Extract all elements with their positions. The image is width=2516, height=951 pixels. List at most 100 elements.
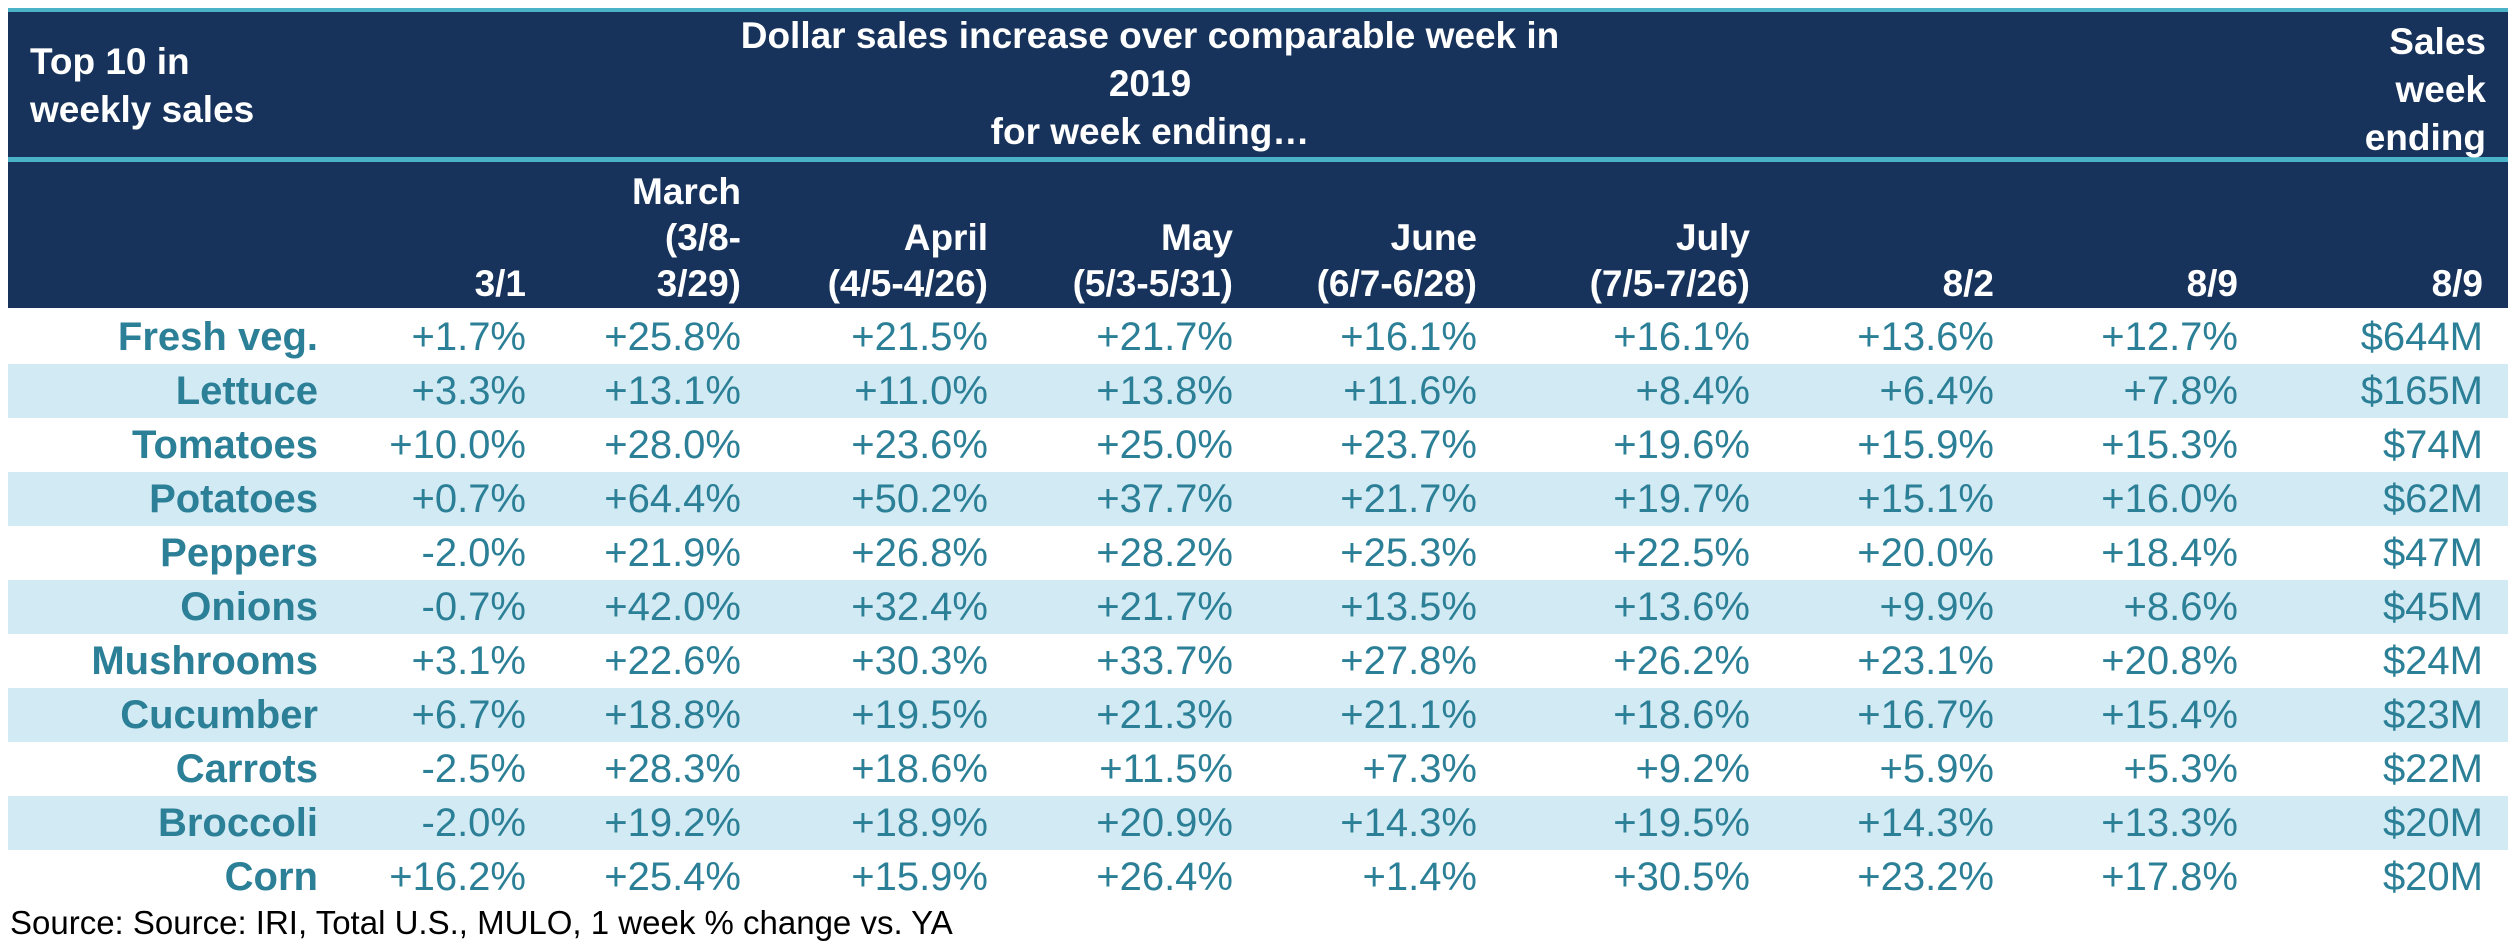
banner-title: Dollar sales increase over comparable we… (700, 12, 1600, 156)
percent-change-cell: +16.2% (389, 855, 526, 899)
table-row: Tomatoes +10.0% +28.0% +23.6% +25.0% +23.7% +1… (8, 418, 2508, 472)
header-band-top (8, 12, 2508, 157)
column-header-line: 3/29) (656, 263, 741, 304)
banner-title-line: Dollar sales increase over comparable we… (740, 15, 1560, 104)
row-label: Carrots (175, 747, 318, 791)
banner-title-line: for week ending… (990, 111, 1310, 152)
sales-value-cell: $165M (2360, 369, 2483, 413)
sales-value-cell: $22M (2382, 747, 2483, 791)
column-header-line: June (1390, 217, 1477, 258)
percent-change-cell: +13.1% (604, 369, 741, 413)
percent-change-cell: +16.1% (1613, 315, 1750, 359)
percent-change-cell: +13.5% (1340, 585, 1477, 629)
percent-change-cell: +28.0% (604, 423, 741, 467)
percent-change-cell: -2.0% (421, 801, 527, 845)
percent-change-cell: +26.8% (851, 531, 988, 575)
percent-change-cell: +9.2% (1635, 747, 1750, 791)
percent-change-cell: +6.7% (411, 693, 526, 737)
percent-change-cell: +23.6% (851, 423, 988, 467)
percent-change-cell: +21.9% (604, 531, 741, 575)
percent-change-cell: +14.3% (1857, 801, 1994, 845)
sales-value-cell: $644M (2360, 315, 2483, 359)
column-header-line: 8/9 (2431, 263, 2483, 304)
percent-change-cell: +21.1% (1340, 693, 1477, 737)
column-header-line: 8/2 (1942, 263, 1994, 304)
row-label: Lettuce (175, 369, 318, 413)
percent-change-cell: +32.4% (851, 585, 988, 629)
percent-change-cell: +18.6% (851, 747, 988, 791)
percent-change-cell: +17.8% (2101, 855, 2238, 899)
sales-value-cell: $23M (2382, 693, 2483, 737)
row-label: Tomatoes (132, 423, 318, 467)
sales-value-cell: $20M (2382, 801, 2483, 845)
column-header: July (7/5-7/26) (1590, 215, 1750, 307)
percent-change-cell: -2.5% (421, 747, 527, 791)
percent-change-cell: +13.6% (1613, 585, 1750, 629)
table-row: Mushrooms +3.1% +22.6% +30.3% +33.7% +27.8% +2… (8, 634, 2508, 688)
table-row: Peppers -2.0% +21.9% +26.8% +28.2% +25.3% +22.… (8, 526, 2508, 580)
percent-change-cell: +21.7% (1096, 315, 1233, 359)
column-header-line: 3/1 (474, 263, 526, 304)
percent-change-cell: +1.7% (411, 315, 526, 359)
percent-change-cell: +19.6% (1613, 423, 1750, 467)
sales-value-cell: $24M (2382, 639, 2483, 683)
table-row: Lettuce +3.3% +13.1% +11.0% +13.8% +11.6% +8.4… (8, 364, 2508, 418)
table-row: Potatoes +0.7% +64.4% +50.2% +37.7% +21.7% +19… (8, 472, 2508, 526)
percent-change-cell: +37.7% (1096, 477, 1233, 521)
percent-change-cell: +21.7% (1096, 585, 1233, 629)
percent-change-cell: +13.3% (2101, 801, 2238, 845)
percent-change-cell: +19.2% (604, 801, 741, 845)
percent-change-cell: +12.7% (2101, 315, 2238, 359)
corner-title-line: weekly sales (30, 89, 255, 130)
row-label: Cucumber (120, 693, 318, 737)
percent-change-cell: +20.0% (1857, 531, 1994, 575)
row-label: Fresh veg. (117, 315, 318, 359)
row-label: Corn (224, 855, 318, 899)
column-header-line: (7/5-7/26) (1589, 263, 1750, 304)
sales-value-cell: $74M (2382, 423, 2483, 467)
header-divider-rule (8, 157, 2508, 162)
percent-change-cell: +28.2% (1096, 531, 1233, 575)
row-label: Mushrooms (91, 639, 318, 683)
header-top-rule (8, 8, 2508, 12)
percent-change-cell: +7.8% (2123, 369, 2238, 413)
percent-change-cell: +8.6% (2123, 585, 2238, 629)
table-row: Cucumber +6.7% +18.8% +19.5% +21.3% +21.1% +18… (8, 688, 2508, 742)
percent-change-cell: +21.7% (1340, 477, 1477, 521)
percent-change-cell: +16.1% (1340, 315, 1477, 359)
percent-change-cell: +14.3% (1340, 801, 1477, 845)
sales-label-line: ending (2364, 117, 2486, 158)
column-header-line: (5/3-5/31) (1072, 263, 1233, 304)
percent-change-cell: +5.3% (2123, 747, 2238, 791)
percent-change-cell: +22.5% (1613, 531, 1750, 575)
table-row: Broccoli -2.0% +19.2% +18.9% +20.9% +14.3% +19… (8, 796, 2508, 850)
percent-change-cell: +16.0% (2101, 477, 2238, 521)
percent-change-cell: +26.2% (1613, 639, 1750, 683)
percent-change-cell: +27.8% (1340, 639, 1477, 683)
header-band-columns (8, 162, 2508, 308)
percent-change-cell: +50.2% (851, 477, 988, 521)
column-header: May (5/3-5/31) (1073, 215, 1233, 307)
corner-title-line: Top 10 in (30, 41, 190, 82)
table-row: Fresh veg. +1.7% +25.8% +21.5% +21.7% +16.1% +… (8, 310, 2508, 364)
percent-change-cell: +23.7% (1340, 423, 1477, 467)
percent-change-cell: +25.3% (1340, 531, 1477, 575)
percent-change-cell: +13.8% (1096, 369, 1233, 413)
percent-change-cell: +25.8% (604, 315, 741, 359)
column-header-line: May (1161, 217, 1233, 258)
percent-change-cell: +15.9% (1857, 423, 1994, 467)
percent-change-cell: +10.0% (389, 423, 526, 467)
percent-change-cell: +23.1% (1857, 639, 1994, 683)
percent-change-cell: +11.6% (1343, 369, 1477, 413)
percent-change-cell: +20.8% (2101, 639, 2238, 683)
percent-change-cell: +20.9% (1096, 801, 1233, 845)
percent-change-cell: +19.7% (1613, 477, 1750, 521)
percent-change-cell: +30.5% (1613, 855, 1750, 899)
percent-change-cell: +6.4% (1879, 369, 1994, 413)
percent-change-cell: +5.9% (1879, 747, 1994, 791)
column-header: April (4/5-4/26) (828, 215, 988, 307)
row-label: Onions (180, 585, 318, 629)
percent-change-cell: +42.0% (604, 585, 741, 629)
percent-change-cell: +21.3% (1096, 693, 1233, 737)
percent-change-cell: -2.0% (421, 531, 527, 575)
